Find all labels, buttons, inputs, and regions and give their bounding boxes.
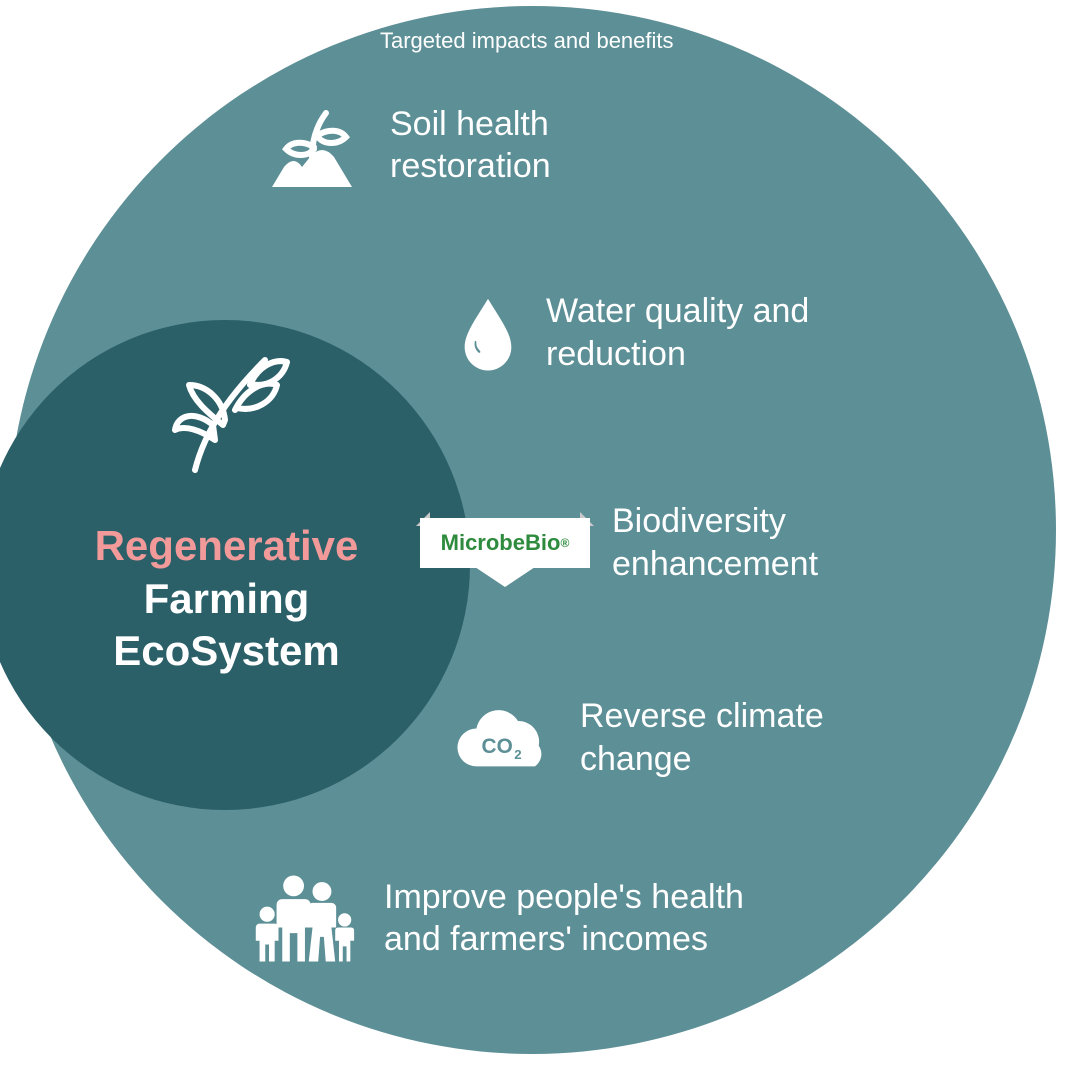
co2-cloud-icon: CO 2 xyxy=(448,699,552,777)
benefit-people: Improve people's health and farmers' inc… xyxy=(252,870,784,966)
benefit-climate: CO 2 Reverse climate change xyxy=(448,695,900,780)
svg-text:2: 2 xyxy=(514,746,521,761)
badge-text-main: Microbe xyxy=(441,530,525,556)
benefit-soil: Soil health restoration xyxy=(262,95,660,195)
family-icon xyxy=(252,870,356,966)
subtitle: Targeted impacts and benefits xyxy=(380,28,674,54)
center-title-line2: Farming xyxy=(54,573,399,626)
badge-reg-mark: ® xyxy=(560,536,569,550)
svg-text:CO: CO xyxy=(482,735,513,758)
benefit-soil-label: Soil health restoration xyxy=(390,103,660,188)
benefit-water: Water quality and reduction xyxy=(458,290,846,375)
plant-outline-icon xyxy=(145,330,305,480)
water-drop-icon xyxy=(458,295,518,371)
badge-text-suffix: Bio xyxy=(525,530,560,556)
center-title: Regenerative Farming EcoSystem xyxy=(54,520,399,678)
benefit-biodiversity-label: Biodiversity enhancement xyxy=(612,500,912,585)
badge-tail xyxy=(475,567,535,587)
microbebio-badge: MicrobeBio® xyxy=(420,512,590,586)
center-title-line1: Regenerative xyxy=(54,520,399,573)
sprout-mound-icon xyxy=(262,95,362,195)
badge-body: MicrobeBio® xyxy=(420,518,590,568)
benefit-climate-label: Reverse climate change xyxy=(580,695,900,780)
benefit-water-label: Water quality and reduction xyxy=(546,290,846,375)
benefit-people-label: Improve people's health and farmers' inc… xyxy=(384,876,784,961)
center-title-line3: EcoSystem xyxy=(54,625,399,678)
benefit-biodiversity: Biodiversity enhancement xyxy=(612,500,912,585)
